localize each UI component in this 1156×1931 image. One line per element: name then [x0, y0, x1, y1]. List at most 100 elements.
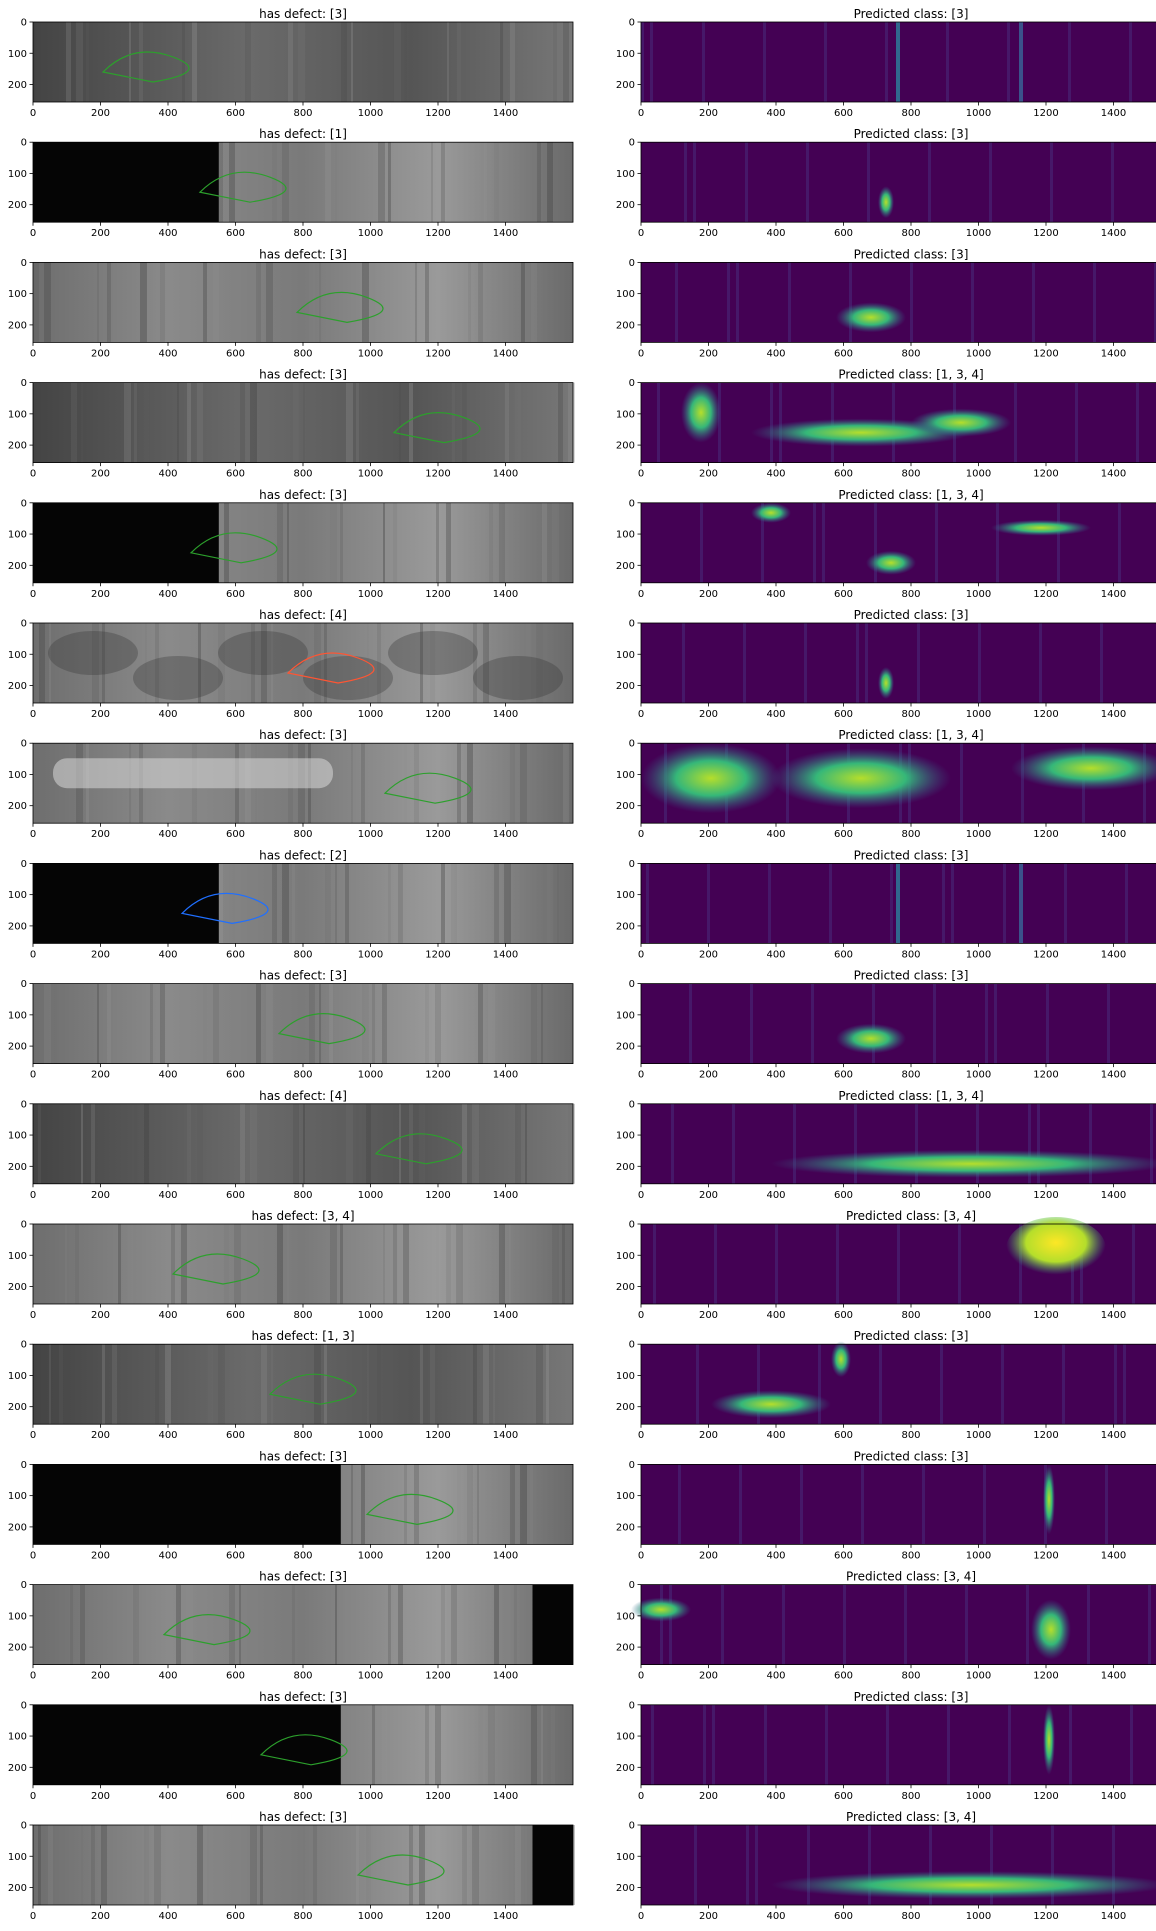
mask-noise — [739, 1464, 742, 1545]
ground-truth-panel: has defect: [2]0 200 400 600 800 1000 1200 1400… — [8, 848, 574, 960]
x-tick-label: 1200 — [425, 1550, 450, 1561]
surface-streak — [150, 262, 153, 343]
y-tick-label: 0 — [21, 859, 27, 870]
mask-noise — [965, 1584, 968, 1665]
surface-streak — [123, 1584, 127, 1665]
defect-contour — [259, 1734, 348, 1766]
ground-truth-panel: has defect: [3]0 200 400 600 800 1000 1200 1400… — [8, 728, 574, 840]
prediction-panel: Predicted class: [3, 4]0 200 400 600 800 1000… — [616, 1570, 1156, 1682]
surface-streak — [177, 382, 179, 463]
y-tick-label: 0 — [21, 18, 27, 29]
mask-noise — [806, 142, 809, 223]
ground-truth-title: has defect: [3] — [259, 1690, 347, 1704]
x-tick-label: 1000 — [358, 108, 383, 119]
mask-activation — [866, 550, 916, 575]
x-tick-label: 600 — [226, 949, 245, 960]
surface-streak — [203, 983, 207, 1064]
surface-streak — [324, 1344, 327, 1425]
mask-noise — [1069, 1704, 1072, 1785]
surface-streak — [551, 1704, 555, 1785]
x-tick-label: 800 — [901, 589, 920, 600]
surface-streak — [430, 623, 435, 703]
surface-streak — [192, 22, 197, 102]
mask-noise — [743, 623, 746, 703]
mask-noise — [1007, 22, 1010, 102]
defect-contour — [268, 1373, 357, 1405]
y-tick-label: 100 — [616, 650, 635, 661]
x-tick-label: 200 — [91, 1190, 110, 1201]
mask-noise — [650, 22, 653, 102]
x-tick-label: 200 — [91, 829, 110, 840]
surface-streak — [92, 623, 99, 703]
x-tick-label: 1400 — [1101, 1430, 1126, 1441]
x-tick-label: 800 — [901, 228, 920, 239]
y-tick-label: 0 — [21, 619, 27, 630]
surface-streak — [462, 1103, 467, 1184]
surface-streak — [145, 623, 147, 703]
mask-noise — [922, 1464, 925, 1545]
x-tick-label: 800 — [293, 1550, 312, 1561]
figure-row: has defect: [3]0 200 400 600 800 1000 1200 1400… — [8, 7, 1156, 119]
ground-truth-title: has defect: [3] — [259, 1449, 347, 1463]
y-tick-label: 200 — [616, 320, 635, 331]
surface-streak — [393, 1224, 397, 1304]
surface-streak — [165, 1344, 171, 1425]
mask-noise — [764, 1704, 767, 1785]
surface-streak — [388, 142, 391, 223]
prediction-panel: Predicted class: [3, 4]0 200 400 600 800 1000… — [616, 1810, 1156, 1922]
x-tick-label: 1200 — [1033, 1430, 1058, 1441]
x-tick-label: 1400 — [493, 108, 518, 119]
x-tick-label: 1400 — [493, 829, 518, 840]
x-tick-label: 1000 — [966, 469, 991, 480]
prediction-title: Predicted class: [3] — [854, 848, 969, 862]
mask-noise — [703, 1704, 706, 1785]
y-tick-label: 100 — [616, 1852, 635, 1863]
x-tick-label: 0 — [638, 1550, 644, 1561]
mask-noise — [712, 1704, 715, 1785]
x-tick-label: 400 — [766, 1190, 785, 1201]
mask-noise — [886, 1704, 889, 1785]
surface-streak — [515, 1103, 521, 1184]
black-region — [33, 142, 219, 223]
x-tick-label: 1000 — [966, 1671, 991, 1682]
y-tick-label: 200 — [8, 561, 27, 572]
y-tick-label: 200 — [616, 681, 635, 692]
surface-streak — [472, 1103, 479, 1184]
y-tick-label: 100 — [616, 1010, 635, 1021]
steel-image — [33, 1825, 573, 1905]
x-tick-label: 800 — [901, 1550, 920, 1561]
y-tick-label: 200 — [616, 561, 635, 572]
figure-row: has defect: [4]0 200 400 600 800 1000 1200 1400… — [8, 608, 1156, 720]
mask-activation — [681, 382, 721, 443]
x-tick-label: 0 — [30, 108, 36, 119]
x-tick-label: 0 — [30, 1671, 36, 1682]
surface-streak — [504, 863, 511, 944]
surface-streak — [531, 262, 537, 343]
ground-truth-panel: has defect: [3]0 200 400 600 800 1000 1200 1400… — [8, 247, 574, 359]
x-tick-label: 0 — [638, 589, 644, 600]
mask-background — [641, 262, 1156, 343]
surface-streak — [451, 1584, 457, 1665]
surface-streak — [208, 623, 213, 703]
surface-streak — [435, 983, 441, 1064]
surface-streak — [473, 623, 477, 703]
surface-streak — [446, 1224, 451, 1304]
mask-noise — [1046, 983, 1049, 1064]
surface-streak — [292, 863, 295, 944]
mask-noise — [983, 1464, 986, 1545]
defect-contour — [383, 772, 472, 804]
x-tick-label: 1400 — [1101, 949, 1126, 960]
defect-contour — [295, 291, 384, 324]
y-tick-label: 200 — [8, 320, 27, 331]
x-tick-label: 800 — [293, 1070, 312, 1081]
surface-streak — [457, 743, 461, 824]
x-tick-label: 600 — [834, 589, 853, 600]
figure-row: has defect: [4]0 200 400 600 800 1000 1200 1400… — [8, 1089, 1156, 1201]
x-tick-label: 0 — [638, 469, 644, 480]
defect-contour — [365, 1493, 454, 1526]
mask-noise — [829, 863, 832, 944]
ground-truth-title: has defect: [4] — [259, 608, 347, 622]
surface-streak — [398, 863, 403, 944]
y-tick-label: 200 — [8, 200, 27, 211]
y-tick-label: 200 — [616, 200, 635, 211]
